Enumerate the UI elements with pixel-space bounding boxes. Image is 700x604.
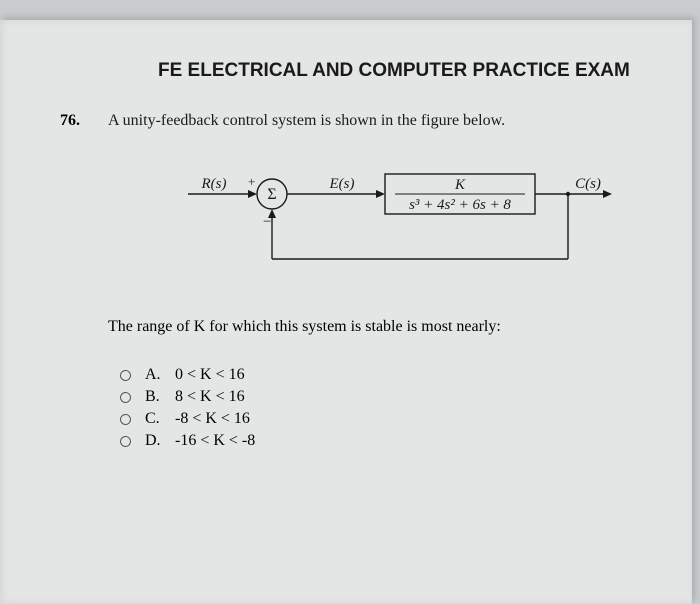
question-number: 76. <box>60 112 108 130</box>
choice-letter: B. <box>145 388 175 406</box>
svg-text:Σ: Σ <box>267 186 276 203</box>
radio-icon[interactable] <box>120 436 131 447</box>
choice-row[interactable]: B.8 < K < 16 <box>120 388 662 406</box>
radio-icon[interactable] <box>120 370 131 381</box>
svg-text:R(s): R(s) <box>201 176 227 192</box>
choice-letter: D. <box>145 432 175 450</box>
svg-text:C(s): C(s) <box>575 176 601 192</box>
choice-text: 0 < K < 16 <box>175 366 245 384</box>
page-title: FE ELECTRICAL AND COMPUTER PRACTICE EXAM <box>158 60 662 82</box>
choices-list: A.0 < K < 16B.8 < K < 16C.-8 < K < 16D.-… <box>120 366 662 450</box>
choice-text: -8 < K < 16 <box>175 410 250 428</box>
choice-text: 8 < K < 16 <box>175 388 245 406</box>
control-system-svg: R(s)+Σ−E(s)Ks³ + 4s² + 6s + 8C(s) <box>170 164 630 279</box>
choice-row[interactable]: A.0 < K < 16 <box>120 366 662 384</box>
question-prompt: The range of K for which this system is … <box>108 318 662 336</box>
svg-text:s³ + 4s² + 6s + 8: s³ + 4s² + 6s + 8 <box>409 197 511 213</box>
choice-text: -16 < K < -8 <box>175 432 255 450</box>
radio-icon[interactable] <box>120 392 131 403</box>
radio-icon[interactable] <box>120 414 131 425</box>
svg-text:+: + <box>248 174 255 189</box>
svg-text:K: K <box>454 177 466 193</box>
choice-letter: A. <box>145 366 175 384</box>
exam-page: FE ELECTRICAL AND COMPUTER PRACTICE EXAM… <box>0 20 692 604</box>
svg-text:E(s): E(s) <box>329 176 355 192</box>
choice-row[interactable]: C.-8 < K < 16 <box>120 410 662 428</box>
question-row: 76. A unity-feedback control system is s… <box>60 112 662 130</box>
choice-row[interactable]: D.-16 < K < -8 <box>120 432 662 450</box>
block-diagram: R(s)+Σ−E(s)Ks³ + 4s² + 6s + 8C(s) <box>170 164 662 284</box>
question-text: A unity-feedback control system is shown… <box>108 112 505 130</box>
choice-letter: C. <box>145 410 175 428</box>
